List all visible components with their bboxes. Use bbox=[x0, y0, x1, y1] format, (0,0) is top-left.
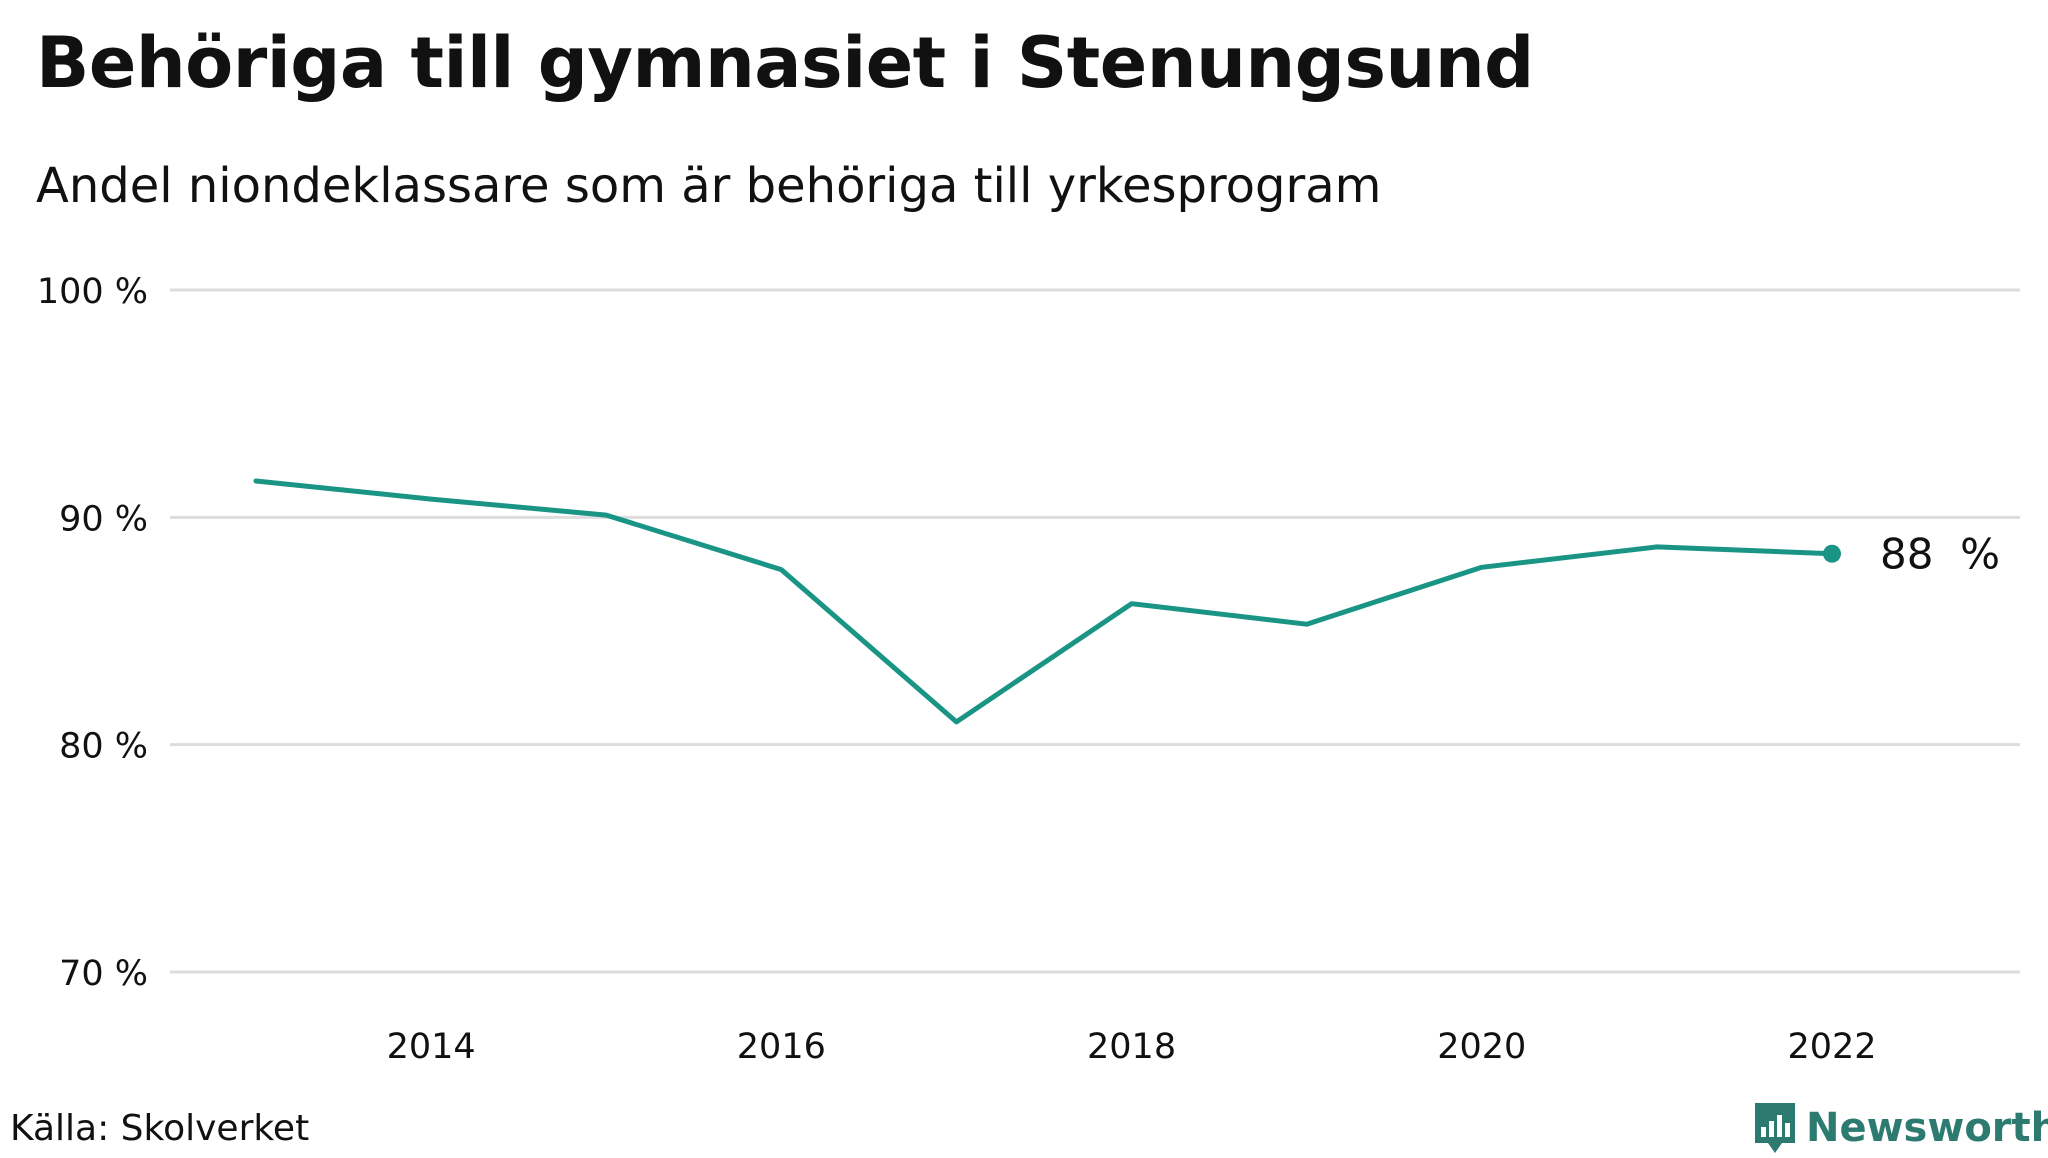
end-value-label: 88 % bbox=[1880, 530, 2000, 579]
y-tick-label: 90 % bbox=[59, 499, 148, 539]
series-line bbox=[253, 478, 1835, 725]
y-tick-label: 100 % bbox=[37, 272, 148, 312]
x-tick-label: 2018 bbox=[1087, 1027, 1176, 1067]
newsworthy-logo: Newsworthy bbox=[1752, 1098, 2048, 1158]
y-tick-label: 80 % bbox=[59, 727, 148, 767]
x-tick-label: 2020 bbox=[1437, 1027, 1526, 1067]
newsworthy-logo-icon bbox=[1755, 1103, 1795, 1153]
source-note: Källa: Skolverket bbox=[10, 1108, 310, 1149]
x-tick-label: 2022 bbox=[1787, 1027, 1876, 1067]
brand-name: Newsworthy bbox=[1806, 1105, 2048, 1151]
chart-subtitle: Andel niondeklassare som är behöriga til… bbox=[36, 158, 1382, 214]
x-tick-label: 2014 bbox=[387, 1027, 476, 1067]
end-point-marker bbox=[1823, 544, 1841, 563]
y-tick-label: 70 % bbox=[59, 954, 148, 994]
x-tick-label: 2016 bbox=[737, 1027, 826, 1067]
chart-title: Behöriga till gymnasiet i Stenungsund bbox=[36, 22, 1534, 104]
